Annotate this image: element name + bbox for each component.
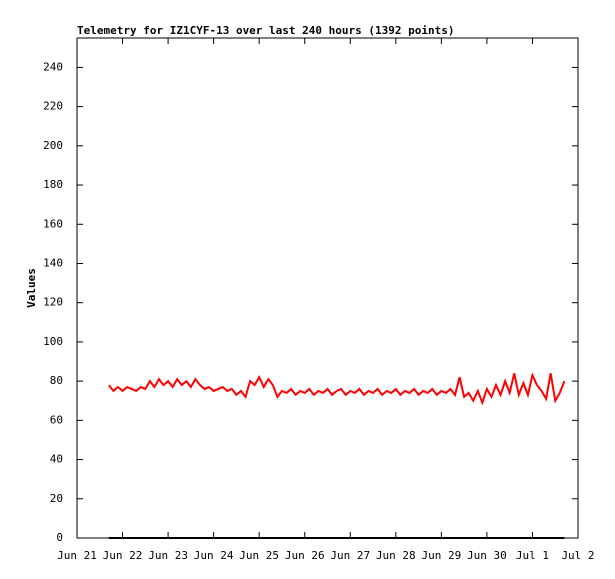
x-tick-label: Jun 26 [285,549,325,562]
x-tick-label: Jun 23 [148,549,188,562]
series-line [108,372,566,406]
y-tick-label: 160 [43,217,63,230]
x-tick-label: Jun 30 [467,549,507,562]
y-tick-label: 80 [50,374,63,387]
x-tick-label: Jun 25 [239,549,279,562]
y-tick-label: 220 [43,100,63,113]
y-tick-label: 20 [50,492,63,505]
plot-frame [76,37,579,539]
x-tick-label: Jun 29 [421,549,461,562]
x-tick-label: Jun 21 [57,549,97,562]
chart-title: Telemetry for IZ1CYF-13 over last 240 ho… [77,24,455,37]
x-tick-label: Jun 28 [376,549,416,562]
y-tick-label: 120 [43,296,63,309]
y-tick-label: 60 [50,413,63,426]
y-tick-label: 180 [43,178,63,191]
x-tick-label: Jun 24 [194,549,234,562]
y-tick-label: 0 [56,531,63,544]
x-tick-label: Jul 1 [516,549,549,562]
x-tick-label: Jun 27 [330,549,370,562]
x-tick-label: Jul 2 [561,549,594,562]
y-tick-label: 240 [43,60,63,73]
y-tick-label: 40 [50,453,63,466]
x-tick-label: Jun 22 [103,549,143,562]
y-tick-label: 100 [43,335,63,348]
y-tick-label: 140 [43,256,63,269]
y-axis-label: Values [25,268,38,308]
y-tick-label: 200 [43,139,63,152]
